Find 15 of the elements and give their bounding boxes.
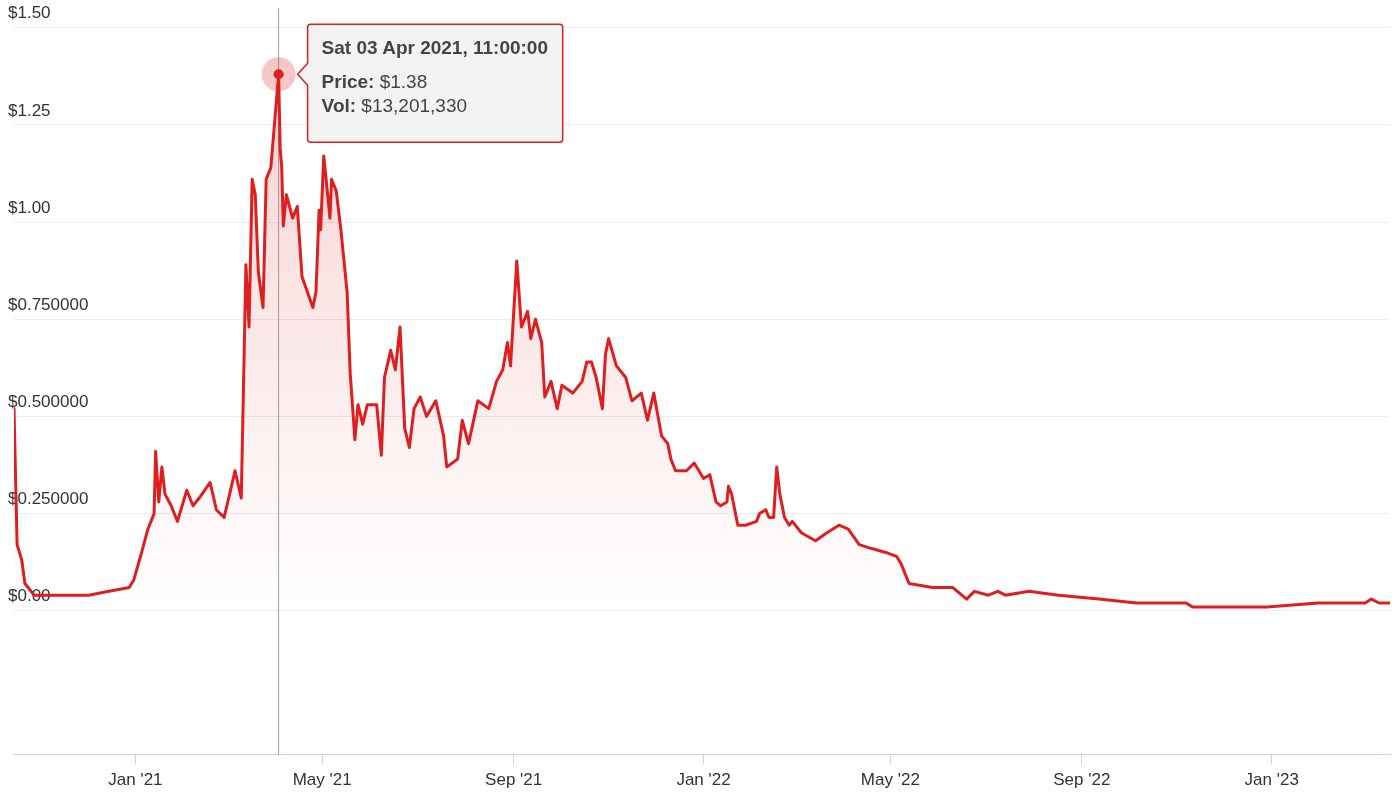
annotation: Price: $1.38 xyxy=(321,70,428,92)
x-tick-label: Jan '22 xyxy=(676,770,731,790)
y-tick-label: $0.500000 xyxy=(8,392,89,412)
x-tick-label: Jan '21 xyxy=(108,770,163,790)
x-tick-label: Sep '21 xyxy=(485,770,543,790)
y-tick-label: $1.00 xyxy=(8,197,51,217)
y-tick-label: $1.50 xyxy=(8,3,51,23)
x-tick-label: May '22 xyxy=(860,770,920,790)
annotation: Vol: $13,201,330 xyxy=(321,94,468,116)
x-tick-label: Jan '23 xyxy=(1244,770,1299,790)
x-tick-label: May '21 xyxy=(292,770,352,790)
y-tick-label: $0.750000 xyxy=(8,294,89,314)
y-tick-label: $1.25 xyxy=(8,100,51,120)
annotation: Sat 03 Apr 2021, 11:00:00 xyxy=(321,36,549,58)
x-tick-label: Sep '22 xyxy=(1053,770,1111,790)
